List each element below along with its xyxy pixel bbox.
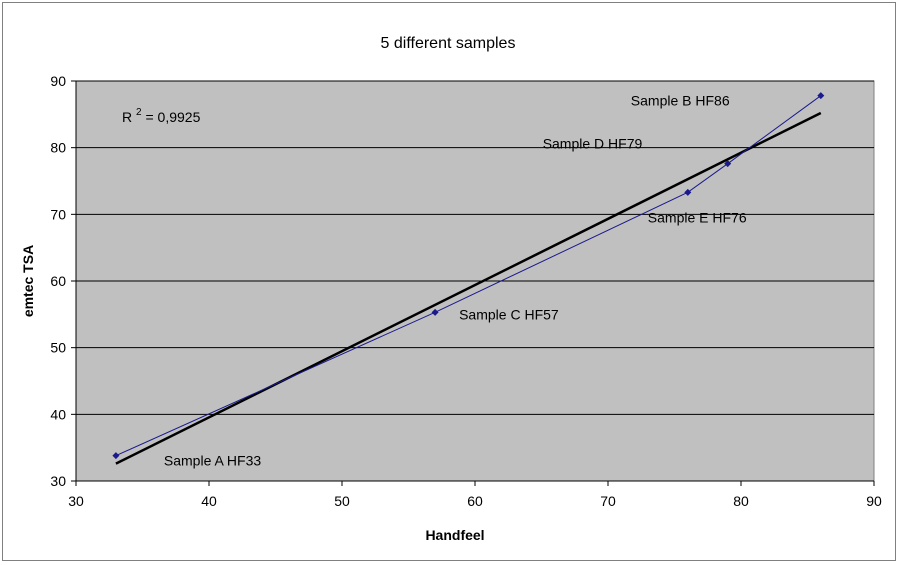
y-tick-label-90: 90	[50, 73, 66, 89]
y-tick-label-40: 40	[50, 406, 66, 422]
x-tick-label-40: 40	[201, 493, 217, 509]
data-point-4	[724, 160, 732, 168]
r-squared-symbol: R	[122, 109, 132, 125]
trendline-layer	[115, 111, 822, 465]
r-squared-annotation: R 2 = 0,9925	[122, 102, 201, 125]
data-point-3	[684, 188, 692, 196]
r-squared-superscript: 2	[136, 107, 142, 118]
axes: 30 40 50 60 70 80 90 30 40 50 60 70 80 90	[50, 73, 882, 509]
point-label-4: Sample D HF79	[543, 136, 643, 152]
r-squared-value: = 0,9925	[145, 109, 200, 125]
linear-trendline	[115, 111, 822, 465]
y-tick-label-30: 30	[50, 473, 66, 489]
x-tick-label-60: 60	[467, 493, 483, 509]
chart-title: 5 different samples	[381, 35, 516, 52]
y-tick-label-80: 80	[50, 140, 66, 156]
y-tick-label-60: 60	[50, 273, 66, 289]
point-label-3: Sample E HF76	[648, 209, 747, 225]
point-label-1: Sample A HF33	[164, 453, 261, 469]
x-axis-title: Handfeel	[425, 527, 484, 543]
x-tick-label-50: 50	[334, 493, 350, 509]
series-layer	[112, 92, 825, 460]
point-label-2: Sample C HF57	[459, 306, 559, 322]
x-tick-label-70: 70	[600, 493, 616, 509]
x-tick-label-30: 30	[68, 493, 84, 509]
x-tick-label-80: 80	[733, 493, 749, 509]
data-point-1	[112, 452, 120, 460]
y-tick-label-50: 50	[50, 340, 66, 356]
data-point-5	[817, 92, 825, 100]
data-point-2	[431, 308, 439, 316]
x-tick-label-90: 90	[866, 493, 882, 509]
point-labels: Sample A HF33 Sample C HF57 Sample E HF76 S…	[164, 93, 747, 469]
y-tick-label-70: 70	[50, 206, 66, 222]
point-label-5: Sample B HF86	[631, 93, 730, 109]
y-axis-title: emtec TSA	[20, 245, 36, 317]
